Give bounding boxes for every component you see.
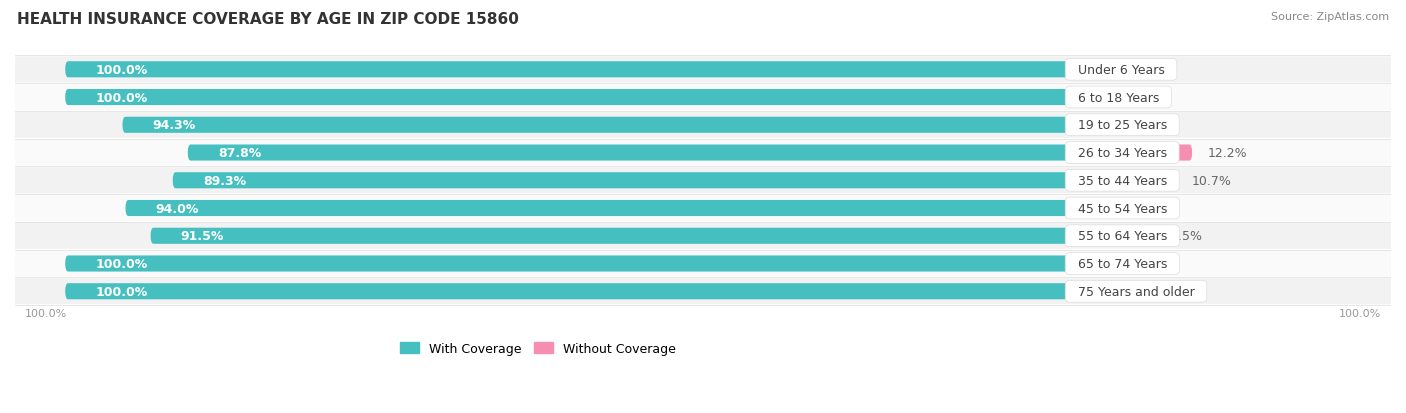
- FancyBboxPatch shape: [1070, 145, 1192, 161]
- Text: HEALTH INSURANCE COVERAGE BY AGE IN ZIP CODE 15860: HEALTH INSURANCE COVERAGE BY AGE IN ZIP …: [17, 12, 519, 27]
- Text: 100.0%: 100.0%: [96, 285, 148, 298]
- Text: 35 to 44 Years: 35 to 44 Years: [1070, 174, 1175, 188]
- FancyBboxPatch shape: [65, 90, 1070, 106]
- Text: 19 to 25 Years: 19 to 25 Years: [1070, 119, 1175, 132]
- Text: 100.0%: 100.0%: [25, 309, 67, 319]
- Text: 0.0%: 0.0%: [1084, 285, 1116, 298]
- FancyBboxPatch shape: [188, 145, 1070, 161]
- FancyBboxPatch shape: [15, 112, 1391, 138]
- Text: 6.0%: 6.0%: [1144, 202, 1177, 215]
- FancyBboxPatch shape: [65, 283, 1070, 299]
- Text: Source: ZipAtlas.com: Source: ZipAtlas.com: [1271, 12, 1389, 22]
- Text: 91.5%: 91.5%: [181, 230, 224, 243]
- FancyBboxPatch shape: [150, 228, 1070, 244]
- FancyBboxPatch shape: [65, 256, 1070, 272]
- Text: 45 to 54 Years: 45 to 54 Years: [1070, 202, 1175, 215]
- Text: 8.5%: 8.5%: [1170, 230, 1202, 243]
- FancyBboxPatch shape: [122, 117, 1070, 133]
- Text: 65 to 74 Years: 65 to 74 Years: [1070, 257, 1175, 271]
- Text: 100.0%: 100.0%: [1339, 309, 1381, 319]
- Text: Under 6 Years: Under 6 Years: [1070, 64, 1173, 76]
- FancyBboxPatch shape: [65, 62, 1070, 78]
- Text: 100.0%: 100.0%: [96, 64, 148, 76]
- Text: 75 Years and older: 75 Years and older: [1070, 285, 1202, 298]
- FancyBboxPatch shape: [125, 200, 1070, 216]
- Text: 89.3%: 89.3%: [202, 174, 246, 188]
- FancyBboxPatch shape: [15, 278, 1391, 304]
- Text: 55 to 64 Years: 55 to 64 Years: [1070, 230, 1175, 243]
- FancyBboxPatch shape: [173, 173, 1070, 189]
- Text: 94.3%: 94.3%: [153, 119, 195, 132]
- FancyBboxPatch shape: [15, 57, 1391, 83]
- Legend: With Coverage, Without Coverage: With Coverage, Without Coverage: [395, 337, 681, 360]
- FancyBboxPatch shape: [1070, 117, 1126, 133]
- Text: 100.0%: 100.0%: [96, 257, 148, 271]
- Text: 100.0%: 100.0%: [96, 91, 148, 104]
- FancyBboxPatch shape: [15, 251, 1391, 277]
- Text: 0.0%: 0.0%: [1084, 91, 1116, 104]
- Text: 94.0%: 94.0%: [156, 202, 200, 215]
- FancyBboxPatch shape: [1070, 173, 1177, 189]
- Text: 12.2%: 12.2%: [1208, 147, 1247, 160]
- FancyBboxPatch shape: [15, 168, 1391, 194]
- Text: 0.0%: 0.0%: [1084, 257, 1116, 271]
- FancyBboxPatch shape: [15, 85, 1391, 111]
- Text: 5.7%: 5.7%: [1142, 119, 1174, 132]
- Text: 10.7%: 10.7%: [1192, 174, 1232, 188]
- Text: 26 to 34 Years: 26 to 34 Years: [1070, 147, 1175, 160]
- Text: 6 to 18 Years: 6 to 18 Years: [1070, 91, 1167, 104]
- FancyBboxPatch shape: [1070, 228, 1154, 244]
- FancyBboxPatch shape: [15, 140, 1391, 166]
- FancyBboxPatch shape: [15, 195, 1391, 221]
- FancyBboxPatch shape: [1070, 200, 1130, 216]
- Text: 87.8%: 87.8%: [218, 147, 262, 160]
- FancyBboxPatch shape: [15, 223, 1391, 249]
- Text: 0.0%: 0.0%: [1084, 64, 1116, 76]
